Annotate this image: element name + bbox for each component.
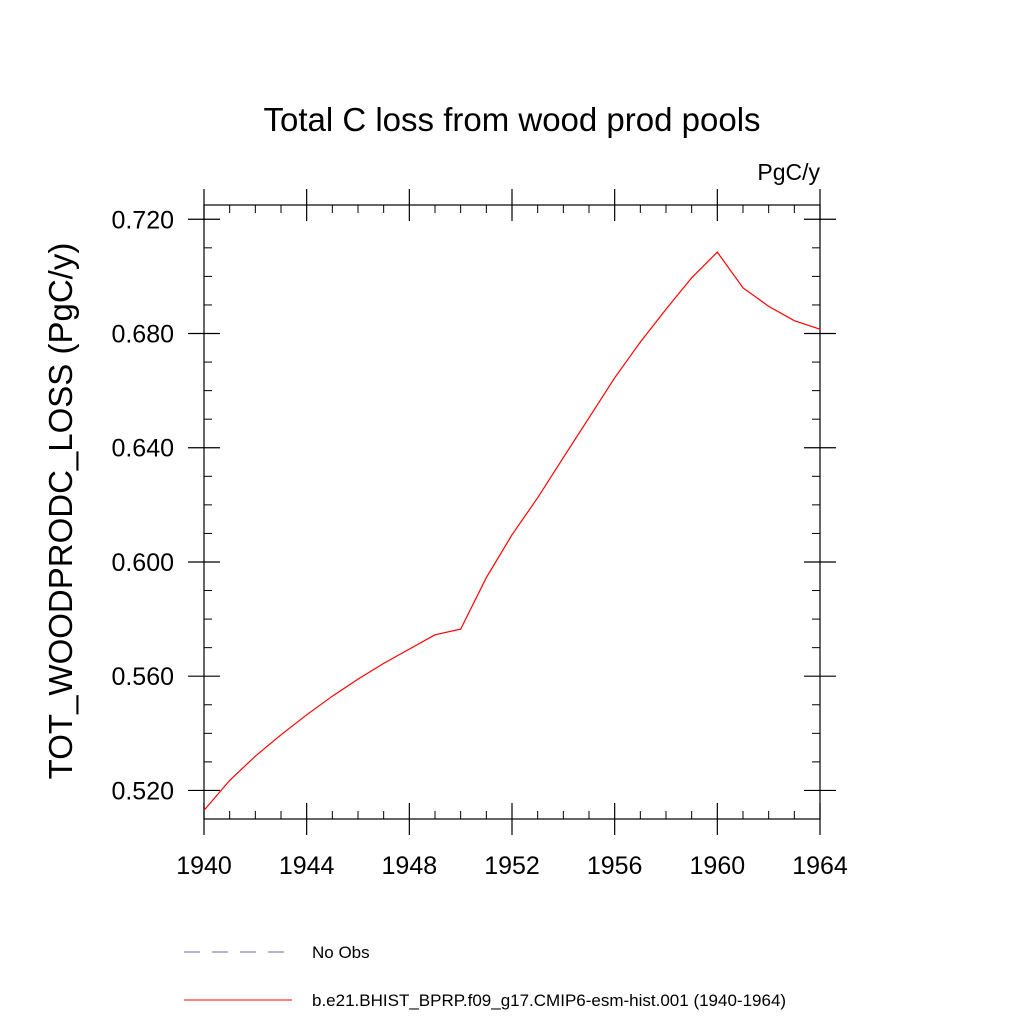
x-tick-label: 1964 bbox=[792, 852, 848, 880]
x-tick-label: 1956 bbox=[587, 852, 643, 880]
y-tick-label: 0.520 bbox=[111, 777, 174, 805]
y-tick-label: 0.680 bbox=[111, 321, 174, 349]
series-lines bbox=[203, 251, 821, 811]
y-tick-label: 0.600 bbox=[111, 549, 174, 577]
x-tick-label: 1948 bbox=[382, 852, 438, 880]
plot-area: 1940 1944 1948 1952 1956 1960 1964 0.520 0.560 0.… bbox=[111, 189, 848, 880]
series-line-1 bbox=[203, 251, 821, 811]
chart-title: Total C loss from wood prod pools bbox=[263, 101, 760, 138]
x-tick-label: 1952 bbox=[484, 852, 540, 880]
legend: No Obs b.e21.BHIST_BPRP.f09_g17.CMIP6-esm… bbox=[184, 943, 786, 1010]
axis-ticks bbox=[188, 189, 836, 835]
legend-label: No Obs bbox=[312, 943, 370, 962]
units-label: PgC/y bbox=[757, 159, 820, 185]
y-tick-label: 0.560 bbox=[111, 663, 174, 691]
axis-tick-labels: 1940 1944 1948 1952 1956 1960 1964 0.520 0.560 0.… bbox=[111, 206, 847, 880]
y-tick-label: 0.720 bbox=[111, 206, 174, 234]
plot-frame bbox=[203, 204, 821, 820]
y-axis-label: TOT_WOODPRODC_LOSS (PgC/y) bbox=[42, 243, 79, 780]
x-tick-label: 1960 bbox=[690, 852, 746, 880]
y-tick-label: 0.640 bbox=[111, 435, 174, 463]
x-tick-label: 1944 bbox=[279, 852, 335, 880]
x-tick-label: 1940 bbox=[176, 852, 232, 880]
legend-label: b.e21.BHIST_BPRP.f09_g17.CMIP6-esm-hist.… bbox=[312, 991, 786, 1010]
